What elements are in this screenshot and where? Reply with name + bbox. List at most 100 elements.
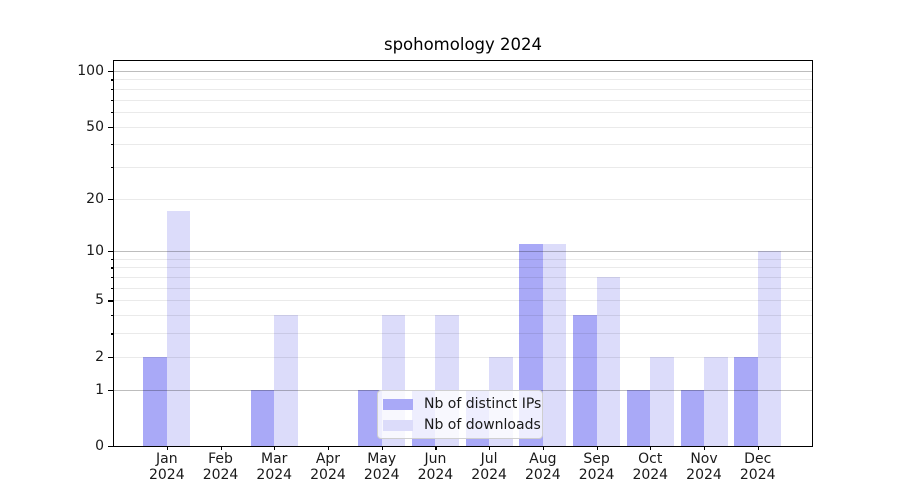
gridline-minor xyxy=(114,300,812,302)
y-minor-tick-mark xyxy=(111,315,114,317)
x-tick-mark xyxy=(435,446,437,450)
x-tick-mark xyxy=(220,446,222,450)
y-minor-tick-mark xyxy=(111,267,114,269)
plot-area xyxy=(113,60,813,447)
y-minor-tick-mark xyxy=(111,333,114,335)
bar-distinct-ips-jan xyxy=(143,356,167,446)
y-minor-tick-mark xyxy=(111,198,114,200)
x-tick-year: 2024 xyxy=(525,466,561,483)
x-tick-label-nov: Nov 2024 xyxy=(676,451,732,483)
x-tick-year: 2024 xyxy=(686,466,722,483)
bar-downloads-jan xyxy=(166,211,191,446)
x-tick-year: 2024 xyxy=(148,466,185,483)
legend-entry-downloads: Nb of downloads xyxy=(383,417,541,433)
y-tick-label: 1 xyxy=(95,381,104,398)
bar-downloads-oct xyxy=(650,356,674,446)
y-tick-label: 20 xyxy=(86,190,104,207)
x-tick-month: Feb xyxy=(208,451,233,467)
gridline-minor xyxy=(114,88,812,90)
x-tick-month: Aug xyxy=(529,451,557,467)
x-tick-year: 2024 xyxy=(578,466,615,483)
gridline-minor xyxy=(114,287,812,289)
x-tick-mark xyxy=(542,446,545,450)
x-tick-month: May xyxy=(367,451,397,467)
legend-entry-distinct-ips: Nb of distinct IPs xyxy=(383,396,541,412)
gridline-minor xyxy=(114,198,812,200)
chart-title: spohomology 2024 xyxy=(383,35,543,54)
bar-distinct-ips-mar xyxy=(250,389,275,446)
bar-downloads-mar xyxy=(274,315,298,446)
gridline-minor xyxy=(114,333,812,335)
y-minor-tick-mark xyxy=(111,356,114,358)
legend-swatch-distinct-ips xyxy=(383,398,413,410)
y-minor-tick-mark xyxy=(111,287,114,290)
x-tick-month: Jan xyxy=(156,451,178,467)
legend-label-downloads: Nb of downloads xyxy=(424,417,541,433)
bar-distinct-ips-dec xyxy=(734,356,758,446)
y-minor-tick-mark xyxy=(111,88,114,91)
gridline-minor xyxy=(114,144,812,146)
y-tick-mark xyxy=(108,251,114,253)
gridline-minor xyxy=(114,356,812,358)
x-tick-month: Dec xyxy=(744,451,772,467)
x-tick-label-may: May 2024 xyxy=(354,451,410,483)
x-tick-label-aug: Aug 2024 xyxy=(515,451,571,483)
y-minor-tick-mark xyxy=(111,99,114,101)
gridline-major xyxy=(114,71,812,72)
gridline-minor xyxy=(114,277,812,279)
x-tick-year: 2024 xyxy=(471,466,507,483)
gridline-minor xyxy=(114,267,812,269)
y-minor-tick-mark xyxy=(111,126,114,128)
y-minor-tick-mark xyxy=(111,166,114,169)
x-tick-mark xyxy=(327,446,330,450)
x-tick-label-jan: Jan 2024 xyxy=(139,451,195,483)
gridline-major xyxy=(114,251,812,253)
y-minor-tick-mark xyxy=(111,277,114,279)
x-tick-month: Jun xyxy=(424,451,447,467)
gridline-minor xyxy=(114,79,812,81)
x-tick-month: Nov xyxy=(690,451,718,467)
y-minor-tick-mark xyxy=(111,300,114,302)
x-tick-label-jul: Jul 2024 xyxy=(461,451,517,483)
y-tick-mark xyxy=(108,389,114,391)
bar-distinct-ips-may xyxy=(358,389,382,446)
x-tick-mark xyxy=(596,446,598,450)
y-tick-label: 5 xyxy=(95,292,104,309)
y-minor-tick-mark xyxy=(111,111,114,114)
legend: Nb of distinct IPs Nb of downloads xyxy=(377,390,543,439)
y-tick-label: 50 xyxy=(86,118,104,135)
x-tick-mark xyxy=(757,446,759,450)
gridline-minor xyxy=(114,111,812,113)
grid-layer xyxy=(114,61,812,446)
x-tick-month: Mar xyxy=(261,451,288,467)
x-tick-year: 2024 xyxy=(256,466,293,483)
gridline-minor xyxy=(114,258,812,260)
x-tick-mark xyxy=(274,446,276,450)
gridline-minor xyxy=(114,126,812,128)
gridline-minor xyxy=(114,315,812,317)
x-tick-year: 2024 xyxy=(310,466,346,483)
y-minor-tick-mark xyxy=(111,144,114,146)
legend-swatch-downloads xyxy=(383,419,413,431)
bar-downloads-aug xyxy=(542,244,567,446)
y-tick-mark xyxy=(108,446,114,448)
x-tick-mark xyxy=(704,446,706,450)
x-tick-mark xyxy=(166,446,168,450)
bar-downloads-nov xyxy=(704,356,728,446)
y-tick-label: 0 xyxy=(95,438,104,454)
y-tick-label: 10 xyxy=(86,243,104,260)
x-tick-month: Sep xyxy=(583,451,610,467)
x-tick-month: Jul xyxy=(480,451,498,467)
x-tick-label-oct: Oct 2024 xyxy=(622,451,678,483)
x-tick-mark xyxy=(489,446,491,450)
x-tick-label-mar: Mar 2024 xyxy=(246,451,302,483)
x-tick-mark xyxy=(650,446,652,450)
x-tick-year: 2024 xyxy=(739,466,776,483)
gridline-minor xyxy=(114,99,812,101)
x-tick-label-jun: Jun 2024 xyxy=(407,451,463,483)
bar-downloads-sep xyxy=(596,277,621,446)
y-tick-mark xyxy=(108,71,114,73)
bar-distinct-ips-oct xyxy=(626,389,651,446)
x-tick-label-apr: Apr 2024 xyxy=(300,451,356,483)
